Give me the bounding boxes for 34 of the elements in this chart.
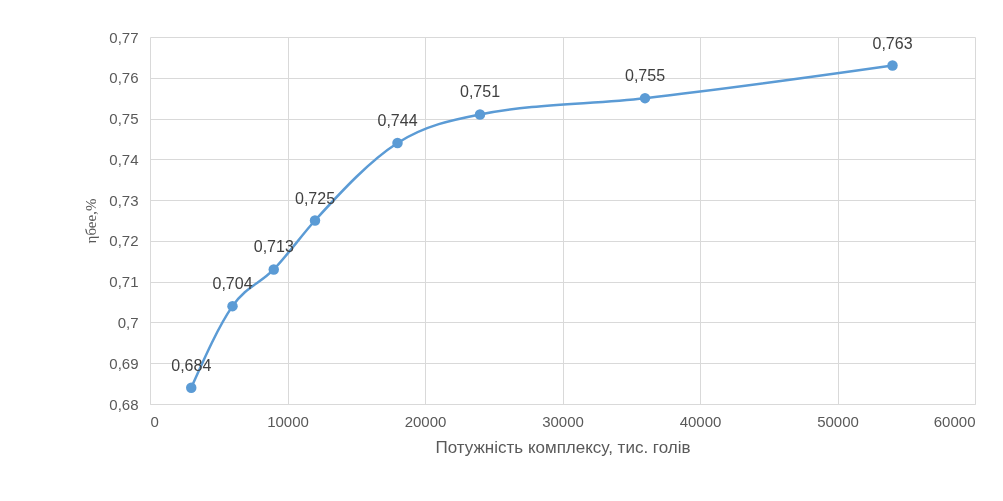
- data-label: 0,744: [377, 112, 418, 130]
- x-tick-label: 0: [150, 412, 159, 430]
- y-tick-label: 0,7: [117, 313, 139, 331]
- y-tick-label: 0,68: [109, 395, 139, 413]
- point: [227, 300, 238, 312]
- point: [887, 60, 898, 71]
- x-tick-label: 20000: [404, 412, 447, 430]
- point: [392, 137, 403, 149]
- y-tick-label: 0,72: [109, 232, 139, 250]
- y-tick-label: 0,74: [109, 150, 139, 168]
- data-label: 0,704: [212, 275, 253, 293]
- y-tick-label: 0,76: [109, 69, 139, 87]
- x-tick-label: 50000: [817, 412, 859, 430]
- x-axis-title: Потужність комплексу, тис. голів: [435, 437, 691, 457]
- data-label: 0,755: [624, 67, 666, 85]
- y-tick-label: 0,71: [109, 273, 139, 291]
- x-tick-label: 30000: [542, 412, 584, 430]
- x-tick-label: 40000: [679, 412, 722, 430]
- data-label: 0,713: [253, 238, 294, 256]
- point: [309, 215, 321, 226]
- y-tick-label: 0,73: [109, 191, 139, 209]
- y-tick-label: 0,77: [109, 28, 139, 46]
- data-label: 0,763: [872, 34, 913, 52]
- data-label: 0,725: [294, 189, 336, 207]
- point: [268, 264, 279, 275]
- y-axis-title: ηбее,%: [83, 198, 100, 244]
- y-tick-label: 0,69: [109, 354, 139, 372]
- x-tick-label: 60000: [933, 412, 976, 430]
- data-label: 0,751: [459, 83, 501, 101]
- point: [474, 109, 486, 120]
- y-tick-label: 0,75: [109, 110, 139, 128]
- x-tick-label: 10000: [267, 412, 309, 430]
- point: [639, 92, 651, 104]
- point: [186, 382, 197, 393]
